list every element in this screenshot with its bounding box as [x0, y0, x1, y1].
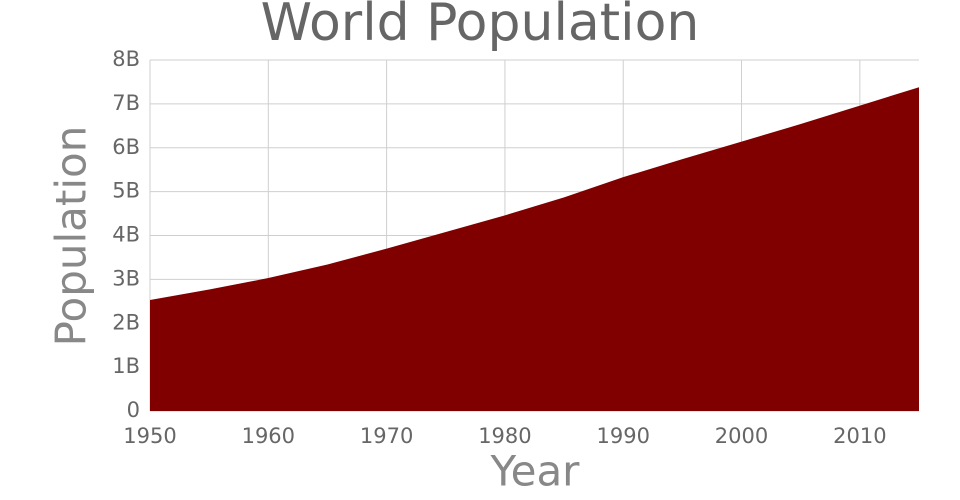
y-tick-label: 8B	[112, 47, 140, 71]
y-tick-label: 5B	[112, 179, 140, 203]
x-tick-label: 1990	[597, 424, 650, 448]
y-tick-label: 2B	[112, 310, 140, 334]
x-tick-label: 1950	[123, 424, 176, 448]
y-axis-label: Population	[47, 126, 96, 347]
x-tick-label: 2000	[715, 424, 768, 448]
y-tick-label: 1B	[112, 354, 140, 378]
x-axis-label: Year	[490, 447, 581, 496]
y-tick-label: 3B	[112, 266, 140, 290]
y-tick-label: 0	[127, 398, 140, 422]
y-tick-label: 4B	[112, 223, 140, 247]
x-tick-label: 2010	[833, 424, 886, 448]
chart-title: World Population	[261, 0, 700, 53]
x-tick-label: 1960	[242, 424, 295, 448]
x-tick-label: 1980	[478, 424, 531, 448]
x-tick-label: 1970	[360, 424, 413, 448]
y-tick-label: 7B	[112, 91, 140, 115]
area	[150, 87, 919, 411]
y-tick-label: 6B	[112, 135, 140, 159]
